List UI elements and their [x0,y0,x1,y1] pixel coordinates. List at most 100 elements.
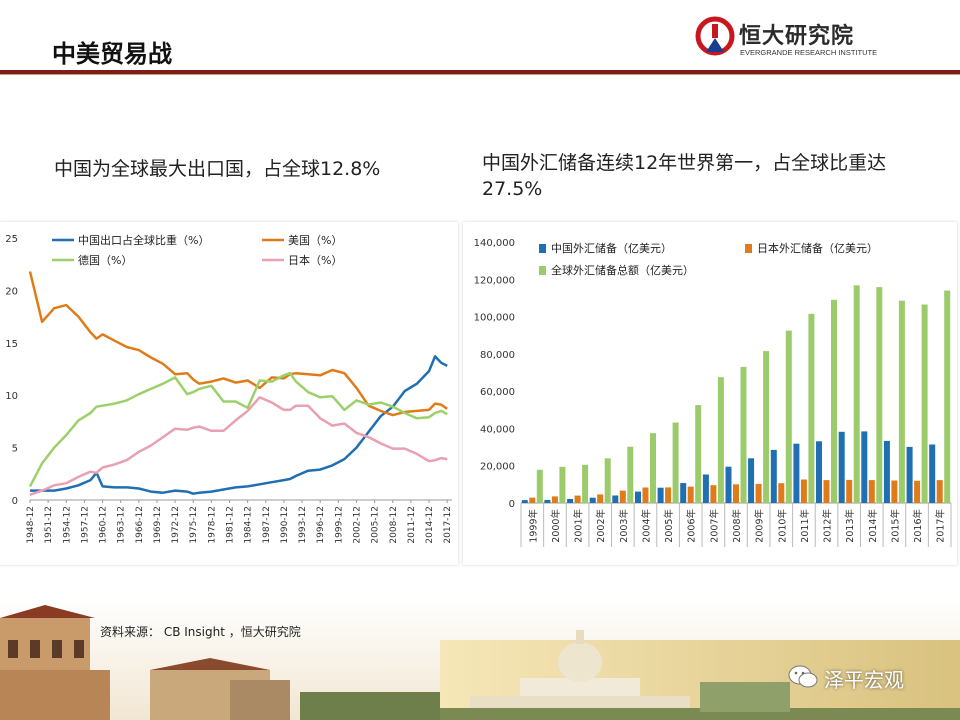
bar-0 [657,487,664,503]
x-tick-label: 2016年 [912,509,924,543]
bar-1 [529,497,536,503]
x-tick-label: 2001年 [573,509,585,543]
logo-subtitle: EVERGRANDE RESEARCH INSTITUTE [740,48,878,57]
x-tick-label: 2017年 [935,509,947,543]
x-tick-label: 2014-12 [425,506,435,544]
bar-0 [770,449,777,503]
y-tick-label: 10 [5,391,18,402]
x-tick-label: 2000年 [550,509,562,543]
x-tick-label: 1999年 [527,509,539,543]
bar-0 [635,491,641,503]
bar-0 [725,466,732,503]
x-tick-label: 1975-12 [189,506,199,544]
bar-2 [944,290,951,503]
x-tick-label: 1951-12 [44,506,54,544]
bar-1 [619,490,626,503]
left-chart-caption: 中国为全球最大出口国，占全球12.8% [54,158,381,180]
bar-0 [929,444,936,503]
bar-2 [785,330,792,503]
evergrande-logo-icon [695,16,735,56]
legend-swatch [745,244,752,253]
bar-1 [823,480,830,503]
x-tick-label: 2010年 [776,509,788,543]
bar-2 [536,469,543,503]
bar-2 [921,304,928,503]
bar-0 [861,431,868,503]
bar-1 [665,487,672,503]
legend-swatch [539,266,546,275]
bar-1 [642,487,649,503]
legend-label: 美国（%） [288,234,342,247]
bar-2 [627,446,634,503]
x-tick-label: 1987-12 [262,506,272,544]
export-share-chart-panel: 0 5 10 15 20 25 1948-12 1951-12 1954-12 1957-12 19… [0,222,458,565]
y-tick-label: 0 [12,496,18,507]
legend-label: 全球外汇储备总额（亿美元） [551,263,694,277]
x-tick-label: 1972-12 [171,506,181,544]
bar-2 [717,377,724,503]
bar-2 [740,366,747,503]
right-chart-caption: 中国外汇储备连续12年世界第一，占全球比重达27.5% [482,152,887,200]
wechat-icon [788,665,818,688]
x-tick-label: 1981-12 [226,506,236,544]
legend-label: 中国外汇储备（亿美元） [551,241,672,255]
bar-0 [838,431,845,503]
legend-label: 中国出口占全球比重（%） [78,233,209,247]
y-tick-label: 25 [5,234,18,245]
x-tick-label: 1999-12 [334,506,344,544]
bar-2 [763,351,770,503]
bar-0 [748,458,755,503]
bar-0 [906,446,913,503]
series-line-2 [28,371,448,487]
x-tick-label: 2006年 [686,509,698,543]
series-line-0 [30,355,448,495]
data-source-note: 资料来源： CB Insight ，恒大研究院 [100,625,301,639]
bar-2 [650,433,656,503]
header-divider-thin [0,74,960,75]
y-tick-label: 120,000 [474,275,515,286]
y-tick-label: 5 [12,444,18,455]
wechat-watermark: 泽平宏观 [788,662,938,692]
bar-2 [582,464,589,503]
bar-2 [831,299,837,503]
page-title: 中美贸易战 [52,40,172,68]
bar-0 [793,443,800,503]
x-tick-label: 2004年 [640,509,652,543]
bar-2 [672,422,679,503]
x-tick-label: 2014年 [867,509,879,543]
x-tick-label: 1948-12 [26,506,36,544]
bar-2 [876,287,883,503]
x-tick-label: 1990-12 [280,506,290,544]
x-tick-label: 1954-12 [62,506,72,544]
bar-1 [936,480,943,503]
x-tick-label: 1957-12 [80,506,90,544]
y-tick-label: 40,000 [480,424,515,435]
bar-2 [559,466,566,503]
bar-1 [574,495,581,503]
x-tick-label: 2011年 [799,509,811,543]
bar-1 [846,479,853,503]
bar-0 [680,483,687,503]
y-tick-label: 0 [509,499,515,510]
bar-2 [695,405,702,503]
x-tick-label: 2009年 [754,509,766,543]
bar-1 [710,485,717,503]
bar-0 [702,474,709,503]
fx-reserve-bar-chart: 0 20,000 40,000 60,000 80,000 100,000 120,000 1… [474,238,952,547]
x-tick-label: 1969-12 [153,506,163,544]
bar-0 [589,497,596,503]
y-tick-label: 60,000 [480,387,515,398]
bar-1 [891,480,898,503]
bar-2 [853,285,860,503]
fx-reserve-chart-panel: 0 20,000 40,000 60,000 80,000 100,000 120,000 1… [463,222,957,565]
bar-0 [883,440,890,503]
x-tick-label: 1984-12 [244,506,254,544]
x-tick-label: 1996-12 [316,506,326,544]
legend-label: 日本（%） [288,253,342,267]
export-share-line-chart: 0 5 10 15 20 25 1948-12 1951-12 1954-12 1957-12 19… [5,233,453,544]
logo-name: 恒大研究院 [739,24,855,49]
x-tick-label: 2011-12 [407,506,417,544]
x-tick-label: 1978-12 [207,506,217,544]
x-tick-label: 2002年 [595,509,607,543]
x-tick-label: 2008年 [731,509,743,543]
